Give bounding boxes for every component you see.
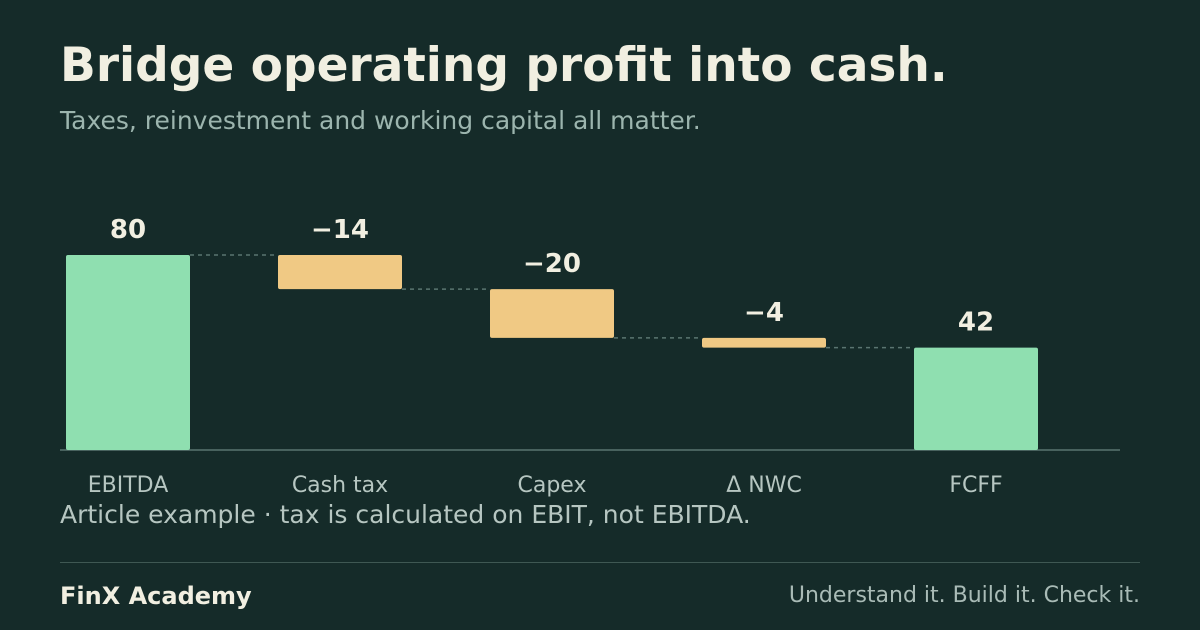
waterfall-bar	[66, 255, 190, 450]
bar-value-label: 42	[958, 308, 994, 338]
bar-value-label: 80	[110, 215, 146, 245]
waterfall-bar	[914, 347, 1038, 450]
category-label: Δ NWC	[726, 473, 802, 498]
waterfall-bar	[702, 337, 826, 348]
bar-value-label: −14	[311, 215, 369, 245]
page-title: Bridge operating profit into cash.	[60, 38, 948, 93]
footer-divider	[60, 562, 1140, 563]
chart-footnote: Article example · tax is calculated on E…	[60, 500, 751, 529]
tagline: Understand it. Build it. Check it.	[788, 583, 1140, 608]
bar-value-label: −20	[523, 249, 581, 279]
waterfall-bar	[278, 255, 402, 290]
bar-value-label: −4	[744, 298, 784, 328]
category-label: Cash tax	[292, 473, 388, 498]
brand-name: FinX Academy	[60, 582, 252, 610]
category-label: Capex	[518, 473, 587, 498]
category-label: EBITDA	[88, 473, 169, 498]
waterfall-bar	[490, 289, 614, 338]
category-label: FCFF	[949, 473, 1002, 498]
page-subtitle: Taxes, reinvestment and working capital …	[60, 106, 701, 135]
